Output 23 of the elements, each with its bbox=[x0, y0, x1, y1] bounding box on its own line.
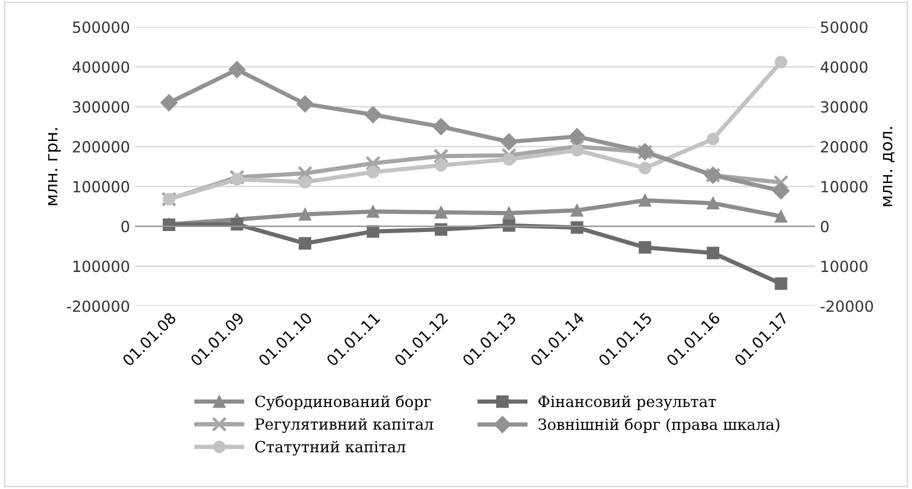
y2-tick-label: -20000 bbox=[820, 300, 873, 312]
legend-label: Фінансовий результат bbox=[538, 395, 716, 410]
y-tick-label: 100000 bbox=[73, 260, 130, 272]
legend-label: Субординований борг bbox=[255, 395, 431, 410]
legend-label: Статутний капітал bbox=[255, 440, 406, 456]
y-tick-label: 0 bbox=[121, 220, 130, 232]
y-tick-label: 200000 bbox=[72, 141, 130, 153]
legend-label: Регулятивний капітал bbox=[255, 418, 434, 433]
y-tick-label: 100000 bbox=[73, 180, 130, 192]
y2-tick-label: 30000 bbox=[821, 101, 868, 113]
y-tick-label: -200000 bbox=[67, 300, 130, 312]
y2-tick-label: 10000 bbox=[822, 180, 868, 192]
y2-tick-label: 10000 bbox=[822, 260, 868, 272]
y2-tick-label: 20000 bbox=[820, 141, 868, 153]
y-tick-label: 400000 bbox=[72, 61, 130, 73]
y2-tick-label: 50000 bbox=[821, 21, 868, 34]
y-axis-title: млн. грн. bbox=[48, 128, 61, 206]
y2-tick-label: 0 bbox=[820, 220, 829, 232]
legend-label: Зовнішній борг (права шкала) bbox=[538, 418, 780, 434]
y2-tick-label: 40000 bbox=[820, 61, 868, 73]
y2-axis-title: млн. дол. bbox=[882, 127, 894, 206]
y-tick-label: 300000 bbox=[72, 101, 130, 113]
y-tick-label: 500000 bbox=[72, 21, 130, 34]
